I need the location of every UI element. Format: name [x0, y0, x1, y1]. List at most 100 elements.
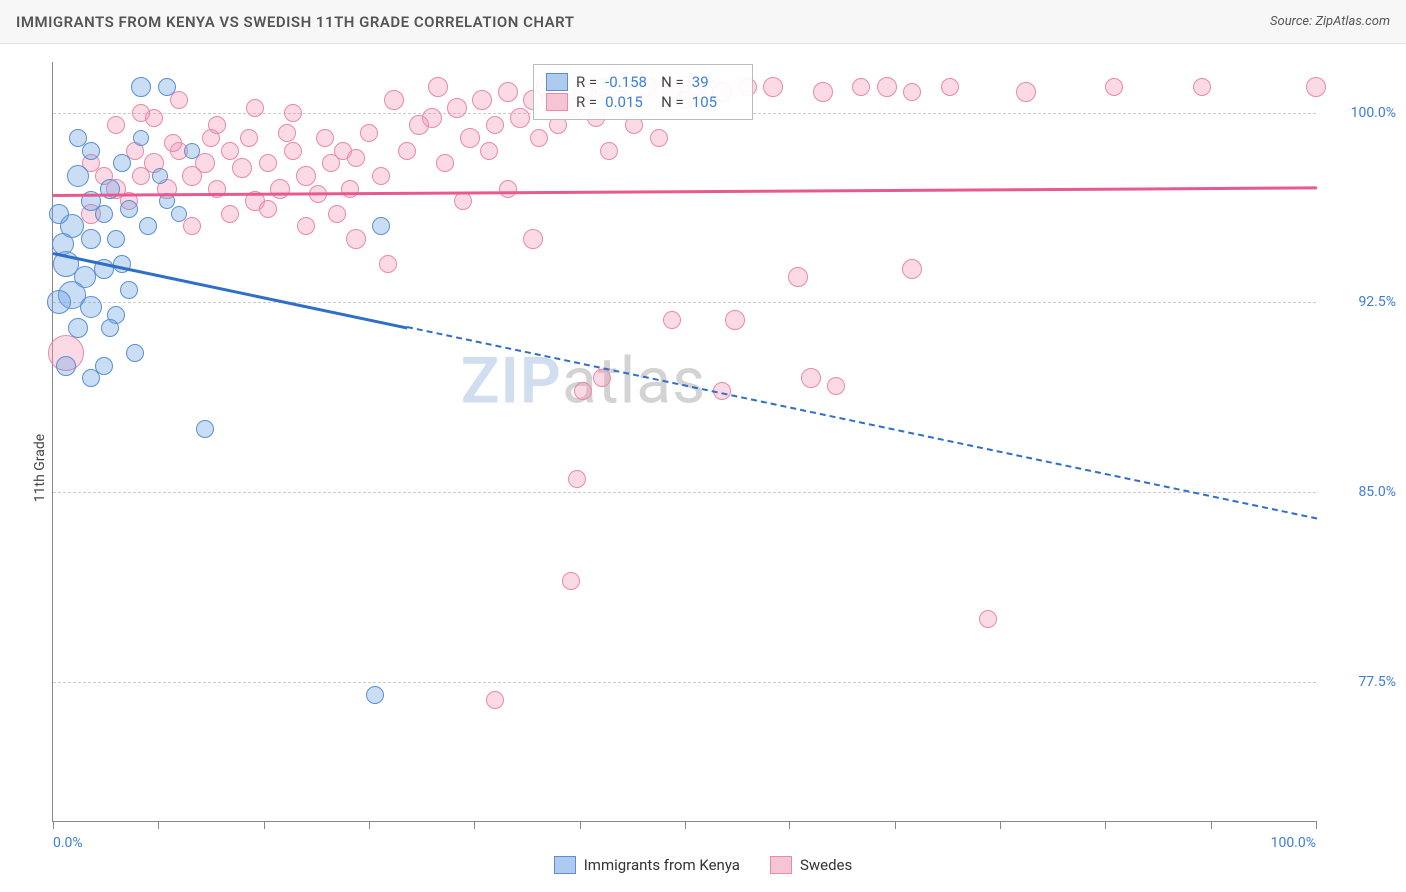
- scatter-point-pink: [284, 142, 302, 160]
- source-attribution: Source: ZipAtlas.com: [1270, 14, 1390, 29]
- scatter-point-pink: [221, 142, 239, 160]
- scatter-point-pink: [132, 104, 150, 122]
- scatter-point-blue: [152, 168, 168, 184]
- y-tick-label: 92.5%: [1326, 294, 1396, 310]
- y-axis-label: 11th Grade: [32, 434, 48, 502]
- x-tick: [53, 821, 54, 829]
- legend-swatch: [546, 93, 568, 111]
- scatter-point-pink: [360, 124, 378, 142]
- scatter-point-blue: [80, 296, 102, 318]
- scatter-point-pink: [278, 124, 296, 142]
- scatter-point-pink: [379, 255, 397, 273]
- gridline-h: [53, 492, 1316, 493]
- scatter-point-pink: [454, 192, 472, 210]
- scatter-point-blue: [49, 204, 69, 224]
- scatter-point-blue: [107, 230, 125, 248]
- x-tick: [369, 821, 370, 829]
- scatter-point-pink: [813, 82, 833, 102]
- x-tick: [789, 821, 790, 829]
- scatter-point-pink: [902, 259, 922, 279]
- gridline-h: [53, 302, 1316, 303]
- scatter-point-pink: [523, 229, 543, 249]
- scatter-point-pink: [221, 205, 239, 223]
- scatter-point-blue: [158, 78, 176, 96]
- chart-title: IMMIGRANTS FROM KENYA VS SWEDISH 11TH GR…: [16, 13, 574, 31]
- scatter-point-pink: [600, 142, 618, 160]
- scatter-point-blue: [56, 356, 76, 376]
- x-tick: [1211, 821, 1212, 829]
- trendline-pink: [53, 186, 1317, 197]
- legend-r-value: 0.015: [605, 93, 653, 111]
- scatter-point-pink: [246, 99, 264, 117]
- legend-series-label: Swedes: [800, 856, 852, 874]
- plot-region: ZIPatlas 77.5%85.0%92.5%100.0%0.0%100.0%…: [52, 62, 1316, 822]
- scatter-point-pink: [398, 142, 416, 160]
- scatter-point-pink: [328, 205, 346, 223]
- scatter-point-blue: [139, 217, 157, 235]
- scatter-point-pink: [877, 77, 897, 97]
- scatter-point-pink: [296, 166, 316, 186]
- scatter-point-blue: [366, 686, 384, 704]
- scatter-point-pink: [852, 78, 870, 96]
- scatter-point-pink: [472, 90, 492, 110]
- stats-legend-row: R =-0.158N =39: [546, 73, 740, 91]
- scatter-point-pink: [208, 116, 226, 134]
- scatter-point-blue: [95, 357, 113, 375]
- y-tick-label: 77.5%: [1326, 674, 1396, 690]
- legend-r-label: R =: [576, 93, 597, 111]
- x-tick: [580, 821, 581, 829]
- scatter-point-pink: [422, 108, 442, 128]
- scatter-point-pink: [447, 98, 467, 118]
- legend-n-label: N =: [661, 73, 684, 91]
- scatter-point-pink: [499, 180, 517, 198]
- scatter-point-pink: [486, 691, 504, 709]
- scatter-point-pink: [1016, 82, 1036, 102]
- scatter-point-pink: [510, 108, 530, 128]
- scatter-point-blue: [131, 77, 151, 97]
- x-tick: [264, 821, 265, 829]
- stats-legend-row: R =0.015N =105: [546, 93, 740, 111]
- scatter-point-blue: [184, 143, 200, 159]
- bottom-legend: Immigrants from Kenya Swedes: [0, 856, 1406, 874]
- scatter-point-pink: [663, 311, 681, 329]
- x-tick: [158, 821, 159, 829]
- scatter-point-blue: [81, 229, 101, 249]
- legend-swatch: [554, 856, 576, 874]
- scatter-point-blue: [47, 290, 71, 314]
- scatter-point-pink: [486, 116, 504, 134]
- scatter-point-blue: [67, 165, 89, 187]
- scatter-point-blue: [113, 154, 131, 172]
- bottom-legend-item: Immigrants from Kenya: [554, 856, 740, 874]
- legend-series-label: Immigrants from Kenya: [584, 856, 740, 874]
- x-tick-label: 0.0%: [53, 835, 83, 851]
- trendline-blue: [407, 326, 1317, 519]
- x-tick: [895, 821, 896, 829]
- scatter-point-pink: [941, 78, 959, 96]
- legend-swatch: [546, 73, 568, 91]
- scatter-point-blue: [196, 420, 214, 438]
- scatter-point-pink: [593, 369, 611, 387]
- scatter-point-pink: [650, 129, 668, 147]
- scatter-point-pink: [979, 610, 997, 628]
- stats-legend: R =-0.158N =39 R = 0.015 N = 105: [533, 64, 753, 120]
- scatter-point-pink: [460, 128, 480, 148]
- scatter-point-pink: [530, 129, 548, 147]
- scatter-point-pink: [384, 90, 404, 110]
- gridline-h: [53, 682, 1316, 683]
- chart-area: 11th Grade ZIPatlas 77.5%85.0%92.5%100.0…: [0, 44, 1406, 892]
- x-tick-label: 100.0%: [1271, 835, 1316, 851]
- scatter-point-pink: [562, 572, 580, 590]
- scatter-point-pink: [240, 129, 258, 147]
- x-tick: [474, 821, 475, 829]
- scatter-point-pink: [183, 217, 201, 235]
- scatter-point-blue: [171, 206, 187, 222]
- legend-n-value: 105: [692, 93, 740, 111]
- scatter-point-pink: [827, 377, 845, 395]
- scatter-point-blue: [101, 319, 119, 337]
- scatter-point-pink: [574, 382, 592, 400]
- scatter-point-blue: [95, 205, 113, 223]
- x-tick: [1105, 821, 1106, 829]
- scatter-point-pink: [372, 167, 390, 185]
- y-tick-label: 85.0%: [1326, 484, 1396, 500]
- scatter-point-blue: [120, 200, 138, 218]
